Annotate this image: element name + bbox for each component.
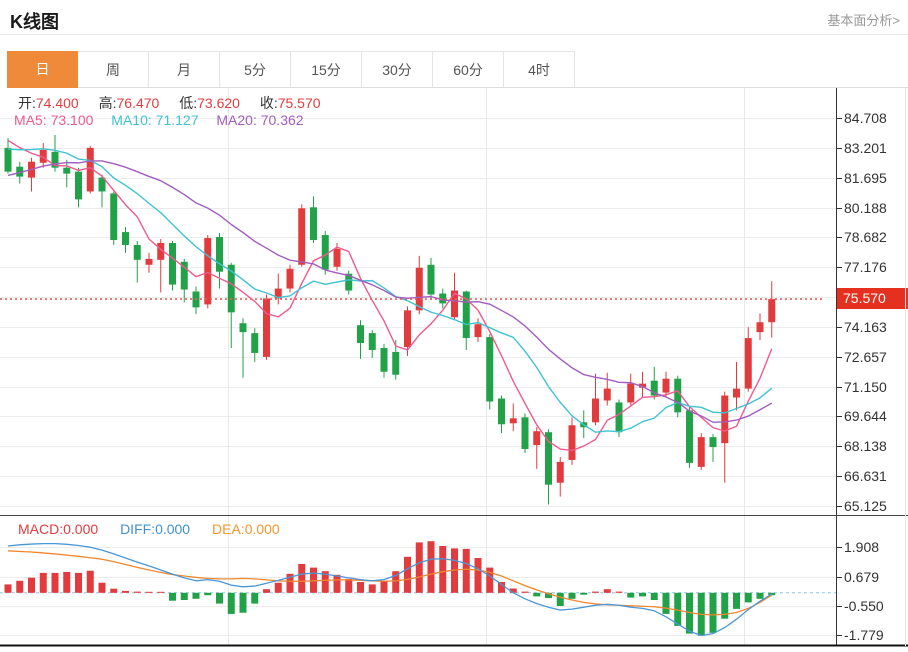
ma5-line (7, 139, 773, 452)
diff-line (7, 542, 773, 637)
price-tick-77.176: 77.176 (844, 259, 887, 275)
diff-line (7, 542, 773, 637)
macd-readout: MACD:0.000 DIFF:0.000 DEA:0.000 (18, 521, 298, 537)
last-price-tag: 75.570 (837, 288, 908, 309)
close-label: 收: (259, 95, 278, 111)
ohlc-readout: 开:74.400 高:76.470 低:73.620 收:75.570 (18, 93, 337, 113)
price-tick-68.138: 68.138 (844, 438, 887, 454)
high-value: 76.470 (116, 95, 160, 111)
close-value: 75.570 (277, 95, 321, 111)
open-label: 开: (18, 95, 36, 111)
tabbar-baseline (574, 87, 908, 88)
price-tick-72.657: 72.657 (844, 349, 887, 365)
ma-readout: MA5: 73.100 MA10: 71.127 MA20: 70.362 (14, 112, 318, 128)
macd-histogram (4, 541, 776, 636)
title-divider (0, 34, 908, 35)
price-tick-80.188: 80.188 (844, 200, 887, 216)
interval-tab-bar: 日周月 5分 15分 30分 60分 4时 (7, 51, 575, 88)
price-tick-74.163: 74.163 (844, 319, 887, 335)
macd-tick--0.550: -0.550 (844, 598, 884, 614)
tab-60分[interactable]: 60分 (433, 51, 504, 88)
tab-周[interactable]: 周 (78, 51, 149, 88)
price-tick-66.631: 66.631 (844, 468, 887, 484)
dea-line (7, 550, 773, 616)
widget-right-border (905, 88, 906, 646)
price-tick-69.644: 69.644 (844, 408, 887, 424)
low-value: 73.620 (197, 95, 240, 111)
macd-tick--1.779: -1.779 (844, 627, 884, 643)
ma10-line (7, 148, 773, 433)
low-label: 低: (179, 95, 198, 111)
tab-日[interactable]: 日 (7, 51, 78, 88)
high-label: 高: (98, 95, 117, 111)
dea-line (7, 550, 773, 616)
price-tick-78.682: 78.682 (844, 229, 887, 245)
dea-value-readout: DEA:0.000 (212, 521, 280, 537)
ma10-readout: MA10: 71.127 (111, 112, 199, 128)
ma20-readout: MA20: 70.362 (216, 112, 304, 128)
macd-value-readout: MACD:0.000 (18, 521, 99, 537)
tab-30分[interactable]: 30分 (362, 51, 433, 88)
diff-value-readout: DIFF:0.000 (120, 521, 191, 537)
price-tick-65.125: 65.125 (844, 498, 887, 514)
chart-frame (0, 88, 908, 647)
tab-15分[interactable]: 15分 (291, 51, 362, 88)
fundamental-analysis-link[interactable]: 基本面分析> (827, 13, 900, 28)
ma5-readout: MA5: 73.100 (14, 112, 94, 128)
tab-4时[interactable]: 4时 (504, 51, 575, 88)
price-tick-71.150: 71.150 (844, 379, 887, 395)
ma20-line (7, 160, 773, 423)
price-tick-83.201: 83.201 (844, 140, 887, 156)
price-tick-84.708: 84.708 (844, 110, 887, 126)
page-title: K线图 (10, 12, 59, 32)
price-tick-81.695: 81.695 (844, 170, 887, 186)
candles (4, 134, 776, 505)
macd-tick-0.679: 0.679 (844, 569, 880, 585)
open-value: 74.400 (35, 95, 79, 111)
tab-5分[interactable]: 5分 (220, 51, 291, 88)
grid-lines (0, 88, 836, 645)
tab-月[interactable]: 月 (149, 51, 220, 88)
macd-tick-1.908: 1.908 (844, 539, 880, 555)
